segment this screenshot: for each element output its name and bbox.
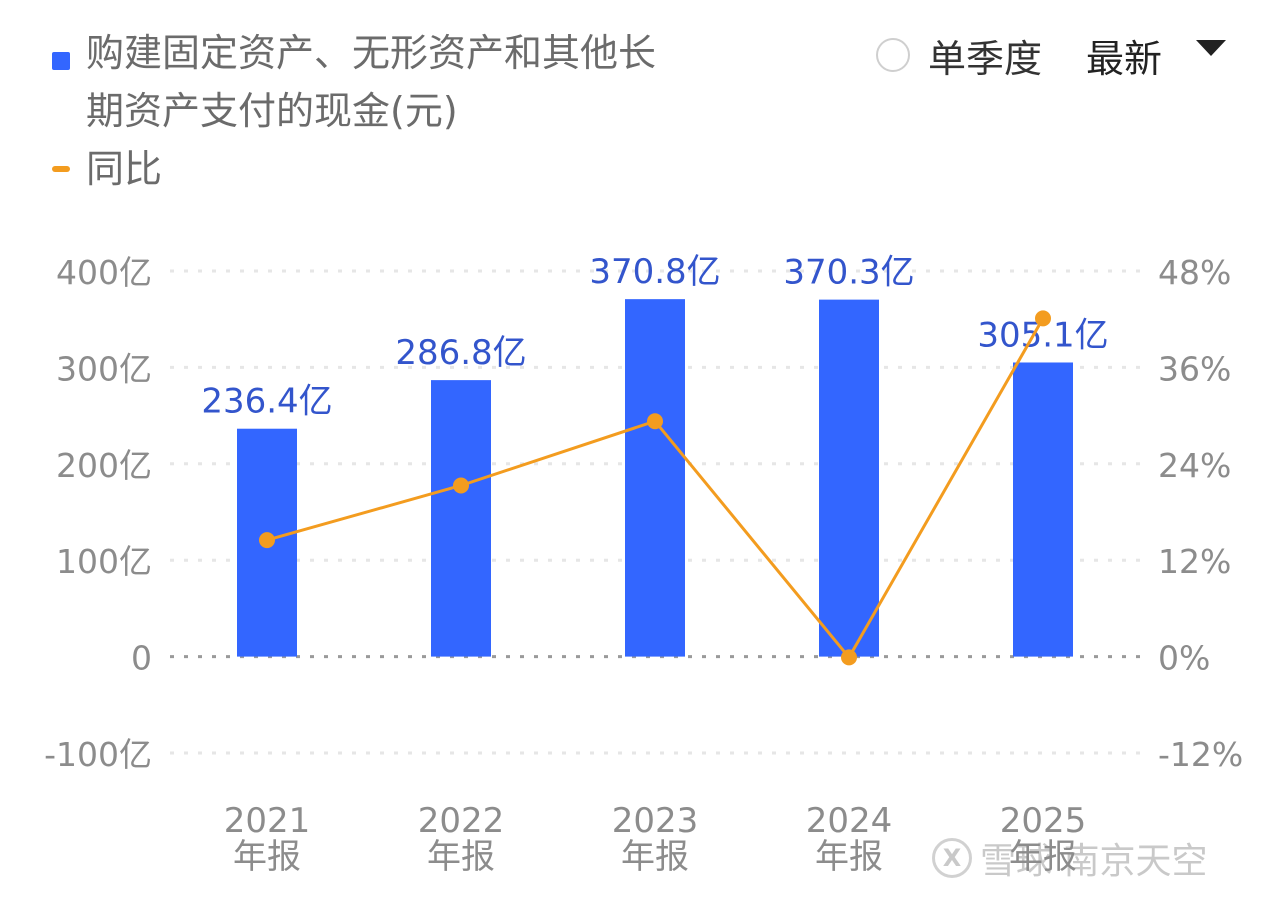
latest-dropdown-label[interactable]: 最新 [1086,36,1163,81]
yoy-point [1035,310,1051,327]
bar-series-label-line2: 期资产支付的现金(元) [86,89,458,133]
watermark-text: 雪球 南京天空 [980,841,1208,882]
bar [1013,362,1073,657]
yoy-point [841,649,857,666]
bar [625,299,685,657]
left-tick-label: 300亿 [56,349,152,388]
bar-series-label-line1: 购建固定资产、无形资产和其他长 [86,31,657,75]
right-tick-label: 12% [1158,542,1231,581]
legend-bar-entry[interactable]: 购建固定资产、无形资产和其他长 期资产支付的现金(元) [52,24,656,140]
bar-series-label: 购建固定资产、无形资产和其他长 期资产支付的现金(元) [86,24,656,140]
right-tick-label: 24% [1158,446,1231,485]
watermark: X 雪球 南京天空 [932,832,1207,884]
bar-series-swatch [52,52,70,70]
bar [819,299,879,657]
left-tick-label: 0 [131,639,152,678]
single-quarter-label[interactable]: 单季度 [928,36,1043,81]
left-tick-label: -100亿 [44,735,152,774]
x-tick-label-type: 年报 [427,837,495,877]
yoy-point [647,413,663,430]
right-tick-label: 36% [1158,349,1231,388]
line-series-label: 同比 [86,147,163,191]
x-tick-label-type: 年报 [815,837,883,877]
left-tick-label: 400亿 [56,253,152,292]
bar-value-label: 236.4亿 [201,382,332,422]
left-tick-label: 100亿 [56,542,152,581]
yoy-point [259,532,275,549]
right-tick-label: -12% [1158,735,1243,774]
x-tick-label-type: 年报 [621,837,689,877]
left-tick-label: 200亿 [56,446,152,485]
bar [431,380,491,657]
x-tick-label-type: 年报 [233,837,301,877]
single-quarter-radio[interactable] [876,38,910,72]
x-tick-label-type: 年报 [1009,837,1077,877]
bar-value-label: 286.8亿 [395,333,526,373]
right-tick-label: 48% [1158,253,1231,292]
legend-line-entry[interactable]: 同比 [52,140,162,198]
x-tick-label-year: 2024 [806,801,893,841]
yoy-point [453,477,469,494]
x-tick-label-year: 2023 [612,801,699,841]
bar-value-label: 370.3亿 [783,253,914,293]
chart-controls: 单季度 最新 [876,20,1227,90]
line-series-swatch [52,166,70,172]
bar-value-label: 370.8亿 [589,252,720,292]
x-tick-label-year: 2025 [1000,801,1087,841]
watermark-logo-icon: X [932,838,972,878]
dropdown-caret-icon[interactable] [1196,40,1227,56]
x-tick-label-year: 2022 [418,801,505,841]
right-tick-label: 0% [1158,639,1210,678]
x-tick-label-year: 2021 [224,801,311,841]
